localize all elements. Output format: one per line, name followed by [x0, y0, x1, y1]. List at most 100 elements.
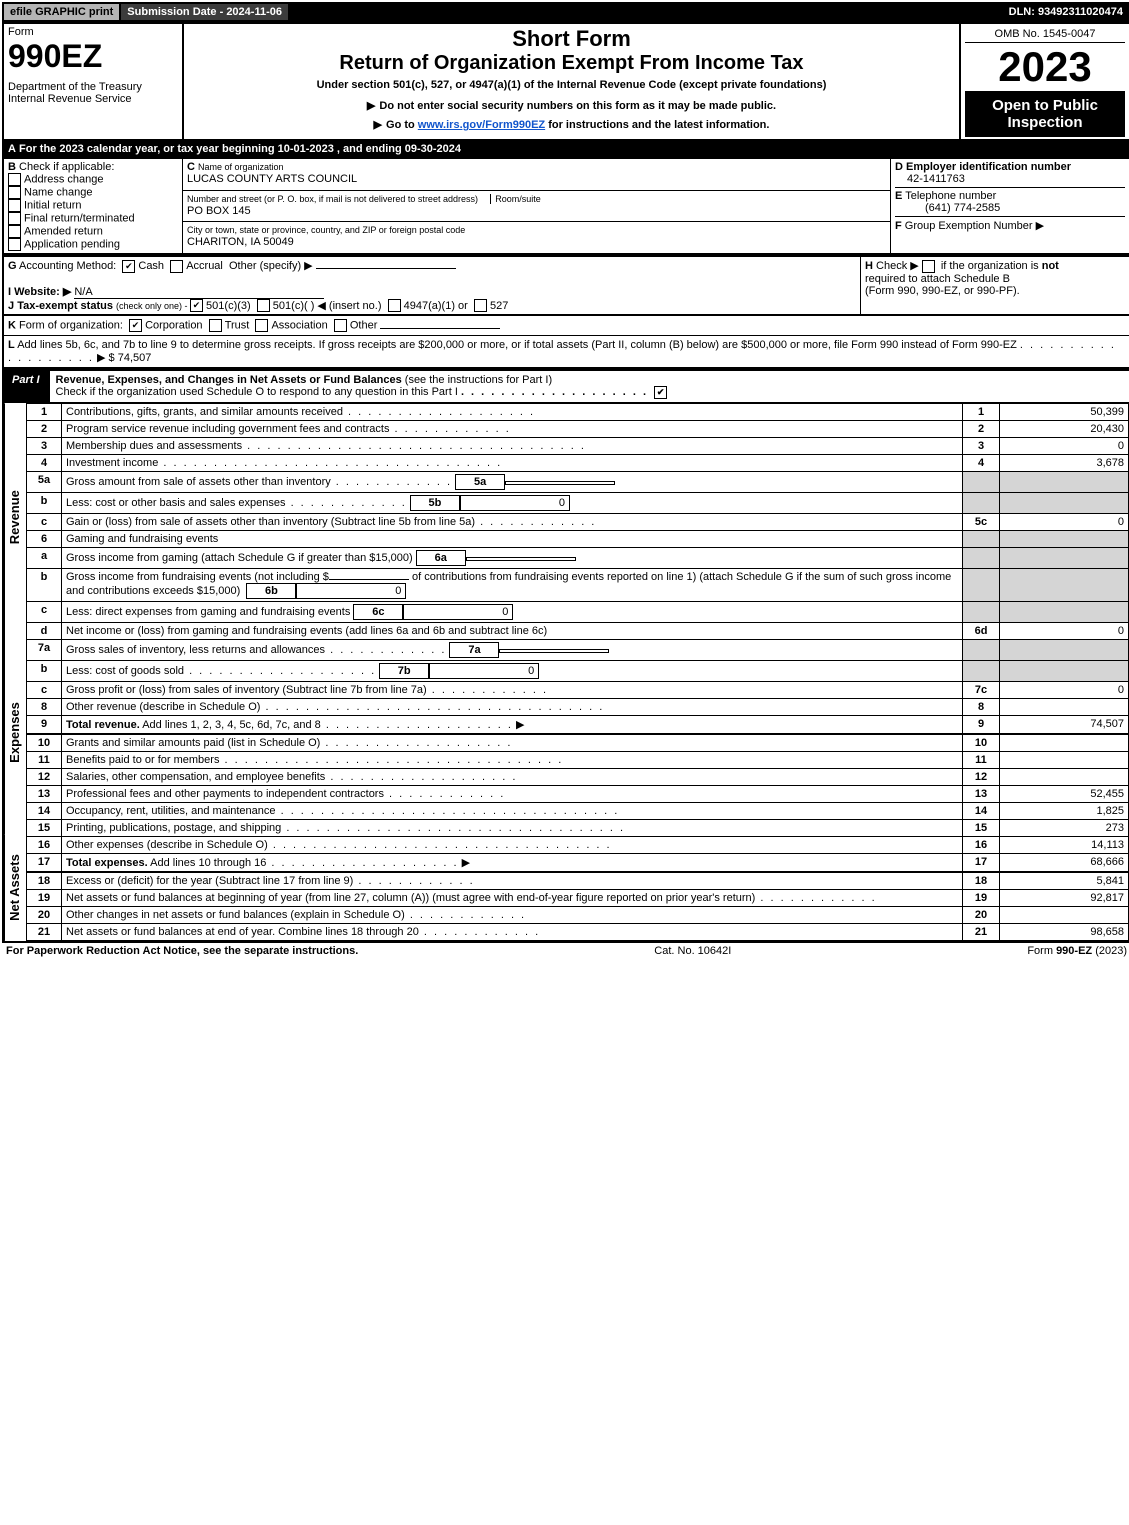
table-row: 18Excess or (deficit) for the year (Subt…	[27, 872, 1129, 890]
table-row: 19Net assets or fund balances at beginni…	[27, 890, 1129, 907]
l-amount: $ 74,507	[109, 352, 152, 364]
table-row: bLess: cost or other basis and sales exp…	[27, 493, 1129, 514]
table-row: aGross income from gaming (attach Schedu…	[27, 548, 1129, 569]
line-k: K Form of organization: Corporation Trus…	[2, 316, 1129, 336]
table-row: 8Other revenue (describe in Schedule O)8	[27, 699, 1129, 716]
table-row: 17Total expenses. Add lines 10 through 1…	[27, 854, 1129, 873]
b-label: Check if applicable:	[19, 161, 114, 173]
netassets-side-label: Net Assets	[4, 835, 26, 941]
g-accrual-checkbox[interactable]	[170, 260, 183, 273]
e-label: Telephone number	[905, 190, 996, 202]
table-row: 4Investment income43,678	[27, 455, 1129, 472]
dln-label: DLN: 93492311020474	[1003, 4, 1129, 20]
c-room-label: Room/suite	[490, 194, 541, 204]
footer-left: For Paperwork Reduction Act Notice, see …	[6, 945, 358, 957]
short-form-title: Short Form	[188, 26, 955, 52]
footer-right: Form 990-EZ (2023)	[1027, 945, 1127, 957]
form-number: 990EZ	[8, 38, 178, 75]
table-row: 9Total revenue. Add lines 1, 2, 3, 4, 5c…	[27, 716, 1129, 735]
k-corp-checkbox[interactable]	[129, 319, 142, 332]
section-labels: Revenue Expenses Net Assets	[4, 403, 26, 941]
table-row: 7aGross sales of inventory, less returns…	[27, 640, 1129, 661]
table-row: 13Professional fees and other payments t…	[27, 786, 1129, 803]
table-row: 21Net assets or fund balances at end of …	[27, 924, 1129, 941]
org-name: LUCAS COUNTY ARTS COUNCIL	[187, 173, 357, 185]
j-label: Tax-exempt status	[17, 300, 116, 312]
j-4947-checkbox[interactable]	[388, 299, 401, 312]
table-row: 14Occupancy, rent, utilities, and mainte…	[27, 803, 1129, 820]
table-row: 2Program service revenue including gover…	[27, 421, 1129, 438]
form-header: Form 990EZ Department of the Treasury In…	[2, 22, 1129, 141]
table-row: 12Salaries, other compensation, and empl…	[27, 769, 1129, 786]
part1-schedule-o-checkbox[interactable]	[654, 386, 667, 399]
j-501c3-checkbox[interactable]	[190, 299, 203, 312]
f-label: Group Exemption Number	[905, 220, 1033, 232]
k-assoc-checkbox[interactable]	[255, 319, 268, 332]
h-line3: (Form 990, 990-EZ, or 990-PF).	[865, 285, 1020, 297]
i-label: Website: ▶	[14, 286, 71, 298]
footer-catno: Cat. No. 10642I	[654, 945, 731, 957]
b-opt-3[interactable]: Final return/terminated	[24, 212, 135, 224]
table-row: 5aGross amount from sale of assets other…	[27, 472, 1129, 493]
irs-link[interactable]: www.irs.gov/Form990EZ	[418, 119, 545, 131]
street-value: PO BOX 145	[187, 205, 251, 217]
line-l: L Add lines 5b, 6c, and 7b to line 9 to …	[2, 336, 1129, 369]
k-other-checkbox[interactable]	[334, 319, 347, 332]
expenses-side-label: Expenses	[4, 631, 26, 835]
table-row: 20Other changes in net assets or fund ba…	[27, 907, 1129, 924]
irs-label: Internal Revenue Service	[8, 93, 178, 105]
tax-year: 2023	[965, 43, 1125, 91]
table-row: 16Other expenses (describe in Schedule O…	[27, 837, 1129, 854]
table-row: 6Gaming and fundraising events	[27, 531, 1129, 548]
table-row: 1Contributions, gifts, grants, and simil…	[27, 404, 1129, 421]
table-row: 15Printing, publications, postage, and s…	[27, 820, 1129, 837]
c-street-label: Number and street (or P. O. box, if mail…	[187, 194, 478, 204]
table-row: cGain or (loss) from sale of assets othe…	[27, 514, 1129, 531]
table-row: bLess: cost of goods sold 7b0	[27, 661, 1129, 682]
efile-print-button[interactable]: efile GRAPHIC print	[4, 4, 119, 20]
table-row: bGross income from fundraising events (n…	[27, 569, 1129, 602]
table-row: 3Membership dues and assessments30	[27, 438, 1129, 455]
c-name-label: Name of organization	[198, 162, 284, 172]
ein-value: 42-1411763	[895, 173, 965, 185]
b-opt-1[interactable]: Name change	[24, 186, 93, 198]
page-footer: For Paperwork Reduction Act Notice, see …	[2, 943, 1129, 959]
phone-value: (641) 774-2585	[895, 202, 1000, 214]
g-label: Accounting Method:	[19, 260, 116, 272]
revenue-side-label: Revenue	[4, 403, 26, 631]
g-cash-checkbox[interactable]	[122, 260, 135, 273]
goto-line: Go to www.irs.gov/Form990EZ for instruct…	[188, 118, 955, 131]
k-trust-checkbox[interactable]	[209, 319, 222, 332]
city-value: CHARITON, IA 50049	[187, 236, 294, 248]
table-row: 11Benefits paid to or for members11	[27, 752, 1129, 769]
ssn-warning: Do not enter social security numbers on …	[188, 99, 955, 112]
h-checkbox[interactable]	[922, 260, 935, 273]
open-to-public: Open to Public Inspection	[965, 91, 1125, 137]
top-toolbar: efile GRAPHIC print Submission Date - 20…	[2, 2, 1129, 22]
j-501c-checkbox[interactable]	[257, 299, 270, 312]
org-info-block: B Check if applicable: Address change Na…	[2, 157, 1129, 255]
under-section: Under section 501(c), 527, or 4947(a)(1)…	[188, 79, 955, 91]
table-row: cGross profit or (loss) from sales of in…	[27, 682, 1129, 699]
website-value: N/A	[74, 286, 324, 299]
part-1-header: Part I Revenue, Expenses, and Changes in…	[2, 369, 1129, 402]
return-title: Return of Organization Exempt From Incom…	[188, 52, 955, 75]
h-line2: required to attach Schedule B	[865, 273, 1010, 285]
b-opt-2[interactable]: Initial return	[24, 199, 81, 211]
line-a-bar: A For the 2023 calendar year, or tax yea…	[2, 141, 1129, 157]
submission-date-button[interactable]: Submission Date - 2024-11-06	[121, 4, 288, 20]
ghij-block: G Accounting Method: Cash Accrual Other …	[2, 255, 1129, 316]
j-527-checkbox[interactable]	[474, 299, 487, 312]
table-row: dNet income or (loss) from gaming and fu…	[27, 623, 1129, 640]
c-city-label: City or town, state or province, country…	[187, 225, 465, 235]
omb-number: OMB No. 1545-0047	[965, 26, 1125, 43]
f-arrow-icon: ▶	[1036, 220, 1044, 232]
d-label: Employer identification number	[906, 161, 1071, 173]
b-opt-0[interactable]: Address change	[24, 173, 104, 185]
form-label: Form	[8, 26, 178, 38]
table-row: cLess: direct expenses from gaming and f…	[27, 602, 1129, 623]
b-opt-4[interactable]: Amended return	[24, 225, 103, 237]
b-opt-5[interactable]: Application pending	[24, 238, 120, 250]
table-row: 10Grants and similar amounts paid (list …	[27, 734, 1129, 752]
lines-table: 1Contributions, gifts, grants, and simil…	[26, 403, 1129, 941]
